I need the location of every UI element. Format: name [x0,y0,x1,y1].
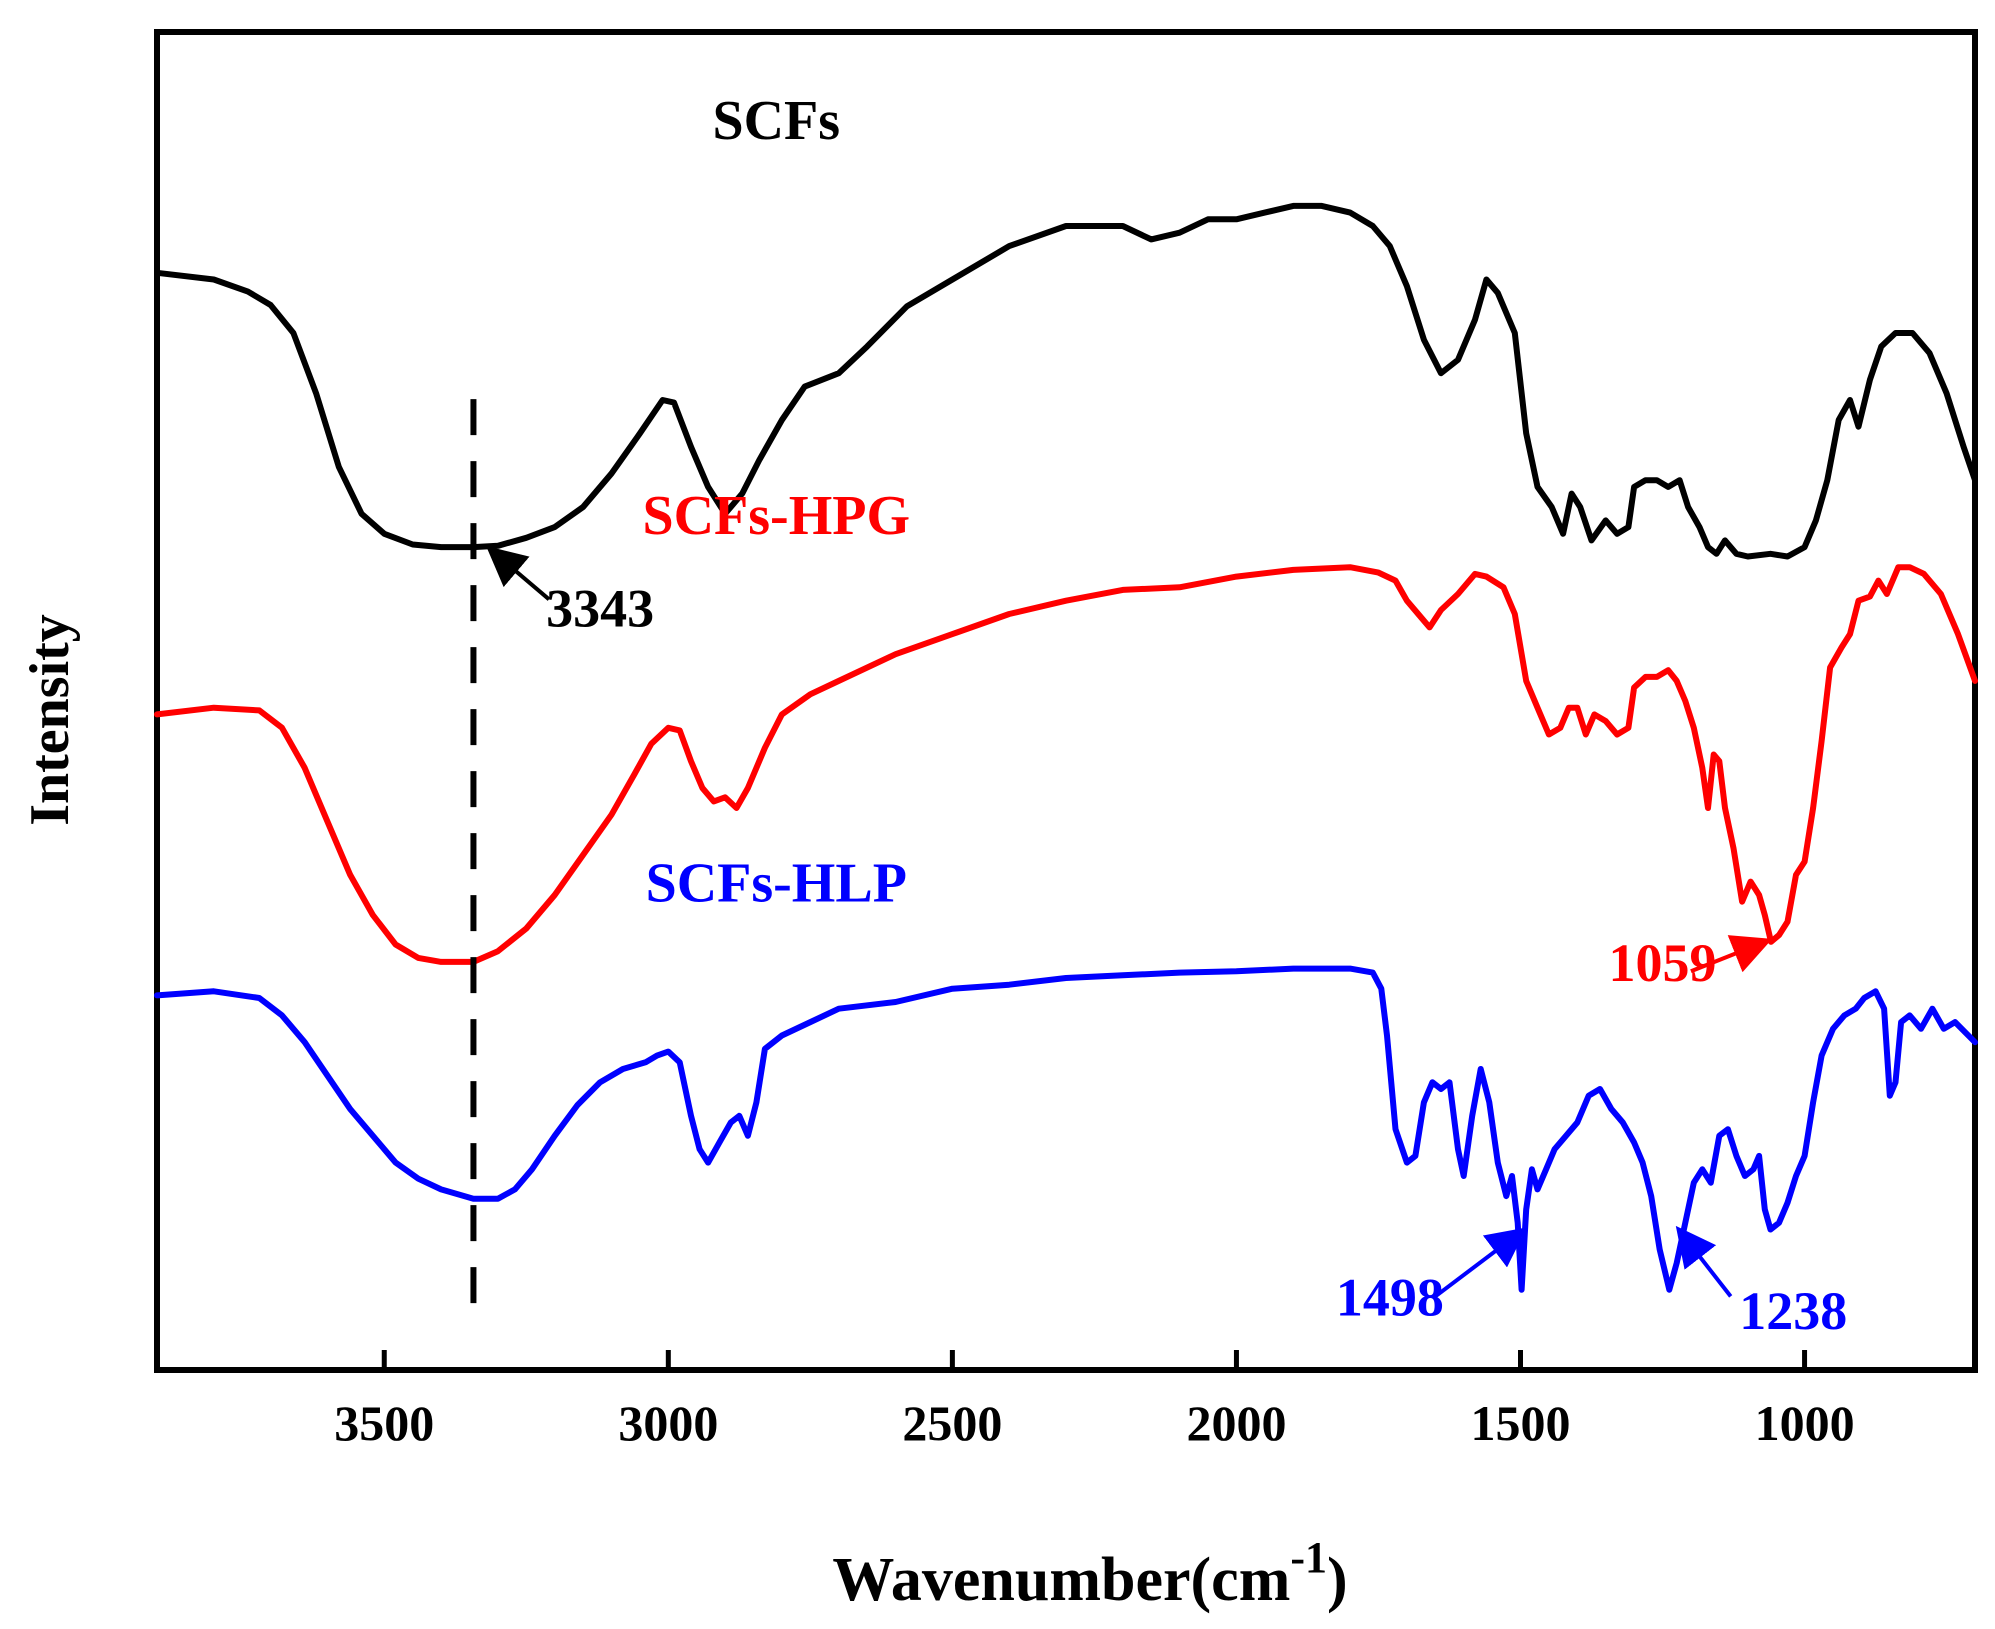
series-label-layer: SCFs SCFs-HPG SCFs-HLP [642,90,910,915]
annotation-label-3343: 3343 [546,578,654,638]
x-axis-label: Wavenumber(cm-1) [832,1533,1347,1614]
annotation-arrow-1059 [1690,935,1773,974]
annotation-arrow-3343 [486,545,551,601]
annotation-arrow-1498 [1434,1227,1527,1299]
series-line-scfs-hlp [154,965,1978,1293]
x-tick-label-3000: 3000 [618,1395,718,1451]
series-line-scfs-hpg [154,564,1978,965]
series-label-scfs: SCFs [712,90,840,152]
x-axis: 3500 3000 2500 2000 1500 1000 [334,1350,1855,1451]
annotation-label-1059: 1059 [1609,933,1717,993]
x-axis-label-main: Wavenumber(cm [832,1546,1290,1614]
x-tick-label-1000: 1000 [1755,1395,1855,1451]
annotation-layer: 3343 1059 1498 1238 [486,545,1847,1341]
x-axis-label-suffix: ) [1327,1546,1348,1614]
x-tick-label-1500: 1500 [1471,1395,1571,1451]
annotation-label-1238: 1238 [1739,1281,1847,1341]
x-tick-label-2000: 2000 [1186,1395,1286,1451]
series-line-scfs [154,202,1978,560]
x-tick-label-2500: 2500 [902,1395,1002,1451]
x-axis-label-superscript: -1 [1290,1533,1327,1582]
plot-frame [154,29,1978,1373]
y-axis-label: Intensity [19,614,81,826]
series-layer [154,202,1978,1293]
annotation-arrow-1238 [1675,1225,1733,1298]
x-tick-label-3500: 3500 [334,1395,434,1451]
series-label-scfs-hlp: SCFs-HLP [646,853,907,915]
series-label-scfs-hpg: SCFs-HPG [642,485,910,547]
annotation-label-1498: 1498 [1336,1267,1444,1327]
